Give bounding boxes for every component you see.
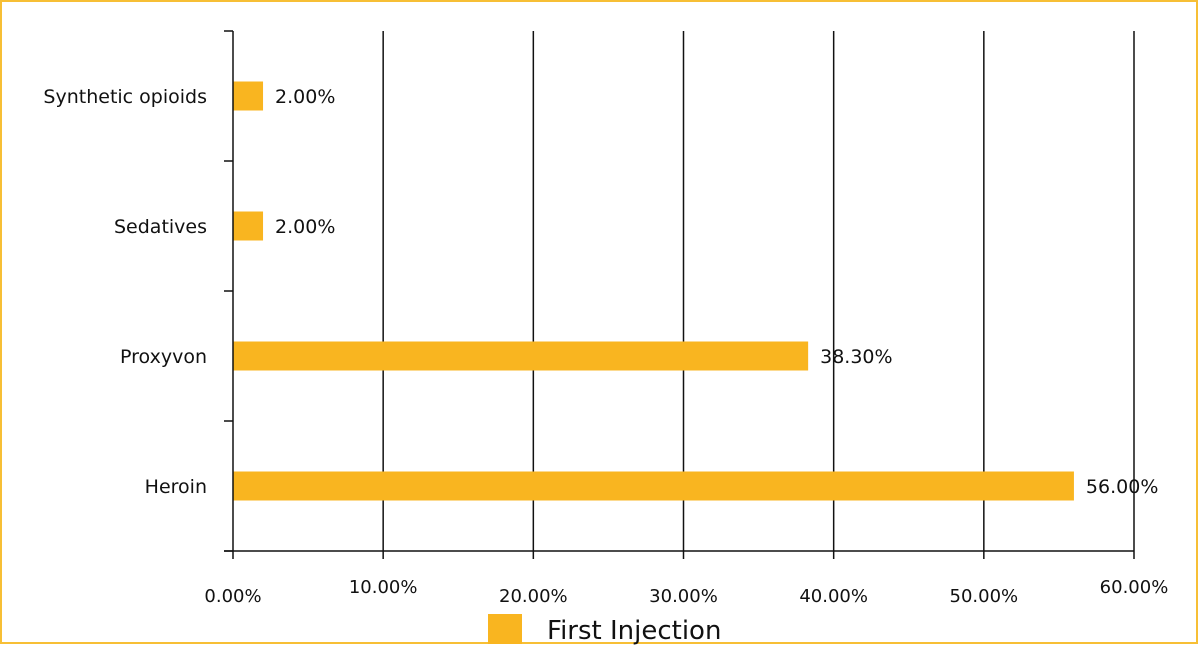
category-label: Heroin xyxy=(145,476,207,498)
data-label: 56.00% xyxy=(1086,476,1158,498)
labels: Heroin 56.00% Proxyvon 38.30% Sedatives 2.00%… xyxy=(43,86,1168,607)
category-label: Sedatives xyxy=(114,216,207,238)
gridlines xyxy=(382,31,1135,551)
legend: First Injection xyxy=(488,614,721,646)
x-tick-label: 40.00% xyxy=(799,586,868,607)
x-tick-label: 20.00% xyxy=(499,586,568,607)
legend-swatch xyxy=(488,614,522,644)
category-label: Proxyvon xyxy=(120,346,207,368)
bar xyxy=(233,341,809,371)
bar xyxy=(233,81,264,111)
bars xyxy=(233,81,1074,501)
data-label: 38.30% xyxy=(820,346,892,368)
axes xyxy=(224,30,1135,559)
bar xyxy=(233,471,1074,501)
bar xyxy=(233,211,264,241)
x-tick-label: 10.00% xyxy=(349,577,418,598)
legend-label: First Injection xyxy=(547,616,721,646)
category-label: Synthetic opioids xyxy=(43,86,207,108)
x-tick-label: 60.00% xyxy=(1100,577,1169,598)
data-label: 2.00% xyxy=(275,216,335,238)
x-tick-label: 30.00% xyxy=(649,586,718,607)
x-tick-label: 50.00% xyxy=(950,586,1019,607)
data-label: 2.00% xyxy=(275,86,335,108)
x-tick-label: 0.00% xyxy=(204,586,261,607)
